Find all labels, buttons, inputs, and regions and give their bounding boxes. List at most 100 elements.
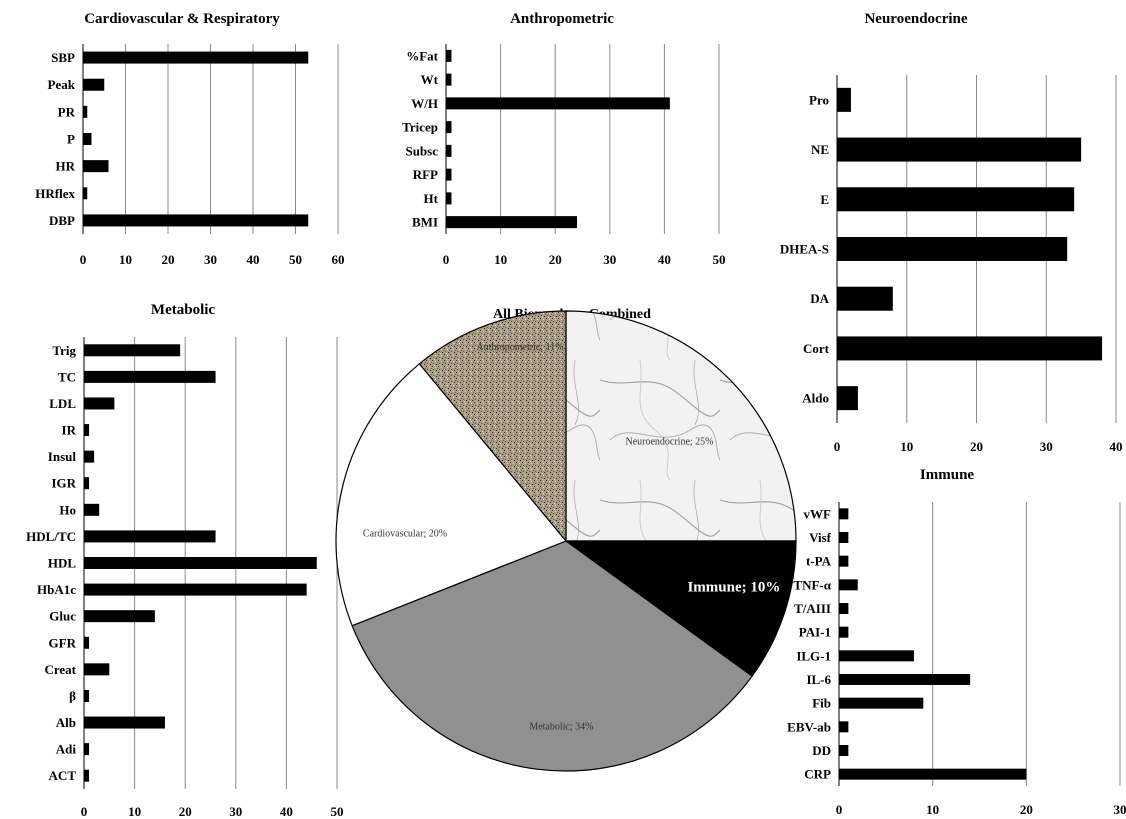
immune-title: Immune bbox=[920, 467, 975, 483]
immune-category-label: T/AIII bbox=[794, 601, 831, 616]
neuro-tick-label: 0 bbox=[834, 439, 841, 454]
metabolic-category-label: Insul bbox=[48, 449, 77, 464]
metabolic-category-label: LDL bbox=[49, 396, 76, 411]
pie-slice bbox=[418, 310, 567, 543]
cardio-bar bbox=[83, 78, 105, 91]
pie-slice-label: Cardiovascular; 20% bbox=[363, 528, 447, 539]
metabolic-bar bbox=[84, 663, 110, 676]
metabolic-category-label: Trig bbox=[52, 343, 76, 358]
immune-tick-label: 0 bbox=[836, 802, 843, 817]
immune-bar bbox=[839, 603, 849, 614]
metabolic-bar bbox=[84, 344, 181, 357]
neuro-bar bbox=[837, 336, 1103, 361]
cardio-tick-label: 10 bbox=[119, 252, 132, 267]
immune-bar bbox=[839, 697, 924, 709]
neuro-tick-label: 10 bbox=[900, 439, 913, 454]
neuro-bar bbox=[837, 137, 1082, 162]
anthro-category-label: BMI bbox=[412, 215, 438, 230]
immune-chart: Immune 0 10 20 30 vWF Visf t-PA TNF-α T/AIII PAI-1… bbox=[787, 467, 1126, 817]
metabolic-bar bbox=[84, 397, 115, 410]
metabolic-category-label: Alb bbox=[56, 715, 76, 730]
anthro-category-label: Tricep bbox=[402, 120, 438, 135]
neuro-category-label: E bbox=[820, 192, 829, 207]
cardio-category-label: P bbox=[67, 132, 75, 147]
metabolic-tick-label: 10 bbox=[128, 804, 141, 819]
cardio-tick-label: 0 bbox=[80, 252, 87, 267]
metabolic-category-label: ACT bbox=[49, 768, 77, 783]
immune-bar bbox=[839, 626, 849, 638]
immune-category-label: PAI-1 bbox=[799, 625, 831, 640]
cardio-category-label: Peak bbox=[48, 77, 76, 92]
immune-category-label: EBV-ab bbox=[787, 719, 831, 734]
metabolic-tick-label: 40 bbox=[280, 804, 293, 819]
anthro-bar bbox=[446, 144, 452, 157]
neuro-tick-label: 30 bbox=[1040, 439, 1053, 454]
anthro-bar bbox=[446, 97, 670, 110]
metabolic-bar bbox=[84, 689, 90, 702]
immune-bar bbox=[839, 745, 849, 756]
immune-bar bbox=[839, 650, 914, 662]
cardio-category-label: SBP bbox=[51, 50, 75, 65]
metabolic-tick-label: 20 bbox=[179, 804, 192, 819]
pie-slice bbox=[351, 540, 753, 772]
cardio-tick-label: 50 bbox=[289, 252, 302, 267]
cardio-tick-label: 20 bbox=[162, 252, 175, 267]
neuro-category-label: Cort bbox=[803, 341, 830, 356]
anthro-tick-label: 50 bbox=[713, 252, 726, 267]
anthro-category-label: RFP bbox=[413, 167, 438, 182]
anthro-tick-label: 40 bbox=[658, 252, 671, 267]
cardio-bar bbox=[83, 105, 88, 118]
metabolic-tick-label: 50 bbox=[331, 804, 344, 819]
anthro-chart: Anthropometric 0 10 20 30 40 50 %Fat Wt W/H Tricep… bbox=[402, 11, 725, 267]
immune-bar bbox=[839, 579, 858, 591]
cardio-title: Cardiovascular & Respiratory bbox=[84, 11, 280, 27]
metabolic-bar bbox=[84, 530, 216, 543]
metabolic-category-label: IGR bbox=[51, 476, 76, 491]
pie-slice bbox=[565, 310, 797, 542]
metabolic-category-label: GFR bbox=[49, 635, 77, 650]
immune-category-label: IL-6 bbox=[806, 672, 831, 687]
metabolic-bar bbox=[84, 370, 216, 383]
neuro-title: Neuroendocrine bbox=[864, 11, 967, 27]
anthro-category-label: %Fat bbox=[406, 48, 438, 63]
metabolic-category-label: Adi bbox=[56, 742, 77, 757]
anthro-tick-label: 0 bbox=[443, 252, 450, 267]
pie-slice bbox=[564, 540, 797, 678]
pie-slice-label: Immune; 10% bbox=[687, 580, 780, 596]
cardio-category-label: PR bbox=[58, 104, 76, 119]
metabolic-category-label: TC bbox=[58, 369, 76, 384]
anthro-bar bbox=[446, 121, 452, 134]
anthro-category-label: Ht bbox=[424, 191, 439, 206]
immune-category-label: CRP bbox=[804, 767, 831, 782]
immune-category-label: t-PA bbox=[806, 554, 832, 569]
cardio-chart: Cardiovascular & Respiratory 0 10 20 30 40 50 6… bbox=[35, 11, 344, 267]
metabolic-bar bbox=[84, 583, 307, 596]
anthro-category-label: Subsc bbox=[405, 143, 438, 158]
neuro-bar bbox=[837, 286, 893, 311]
metabolic-category-label: HbA1c bbox=[37, 582, 76, 597]
anthro-tick-label: 20 bbox=[549, 252, 562, 267]
cardio-bar bbox=[83, 133, 92, 145]
metabolic-tick-label: 0 bbox=[81, 804, 88, 819]
metabolic-category-label: Gluc bbox=[49, 609, 76, 624]
metabolic-category-label: HDL/TC bbox=[26, 529, 76, 544]
cardio-category-label: DBP bbox=[49, 213, 75, 228]
cardio-bar bbox=[83, 160, 109, 173]
pie-slice-label: Anthropometric; 11% bbox=[476, 342, 563, 353]
metabolic-bar bbox=[84, 636, 90, 649]
cardio-tick-label: 60 bbox=[332, 252, 345, 267]
neuro-category-label: Pro bbox=[809, 92, 829, 107]
immune-category-label: DD bbox=[812, 743, 831, 758]
anthro-category-label: W/H bbox=[411, 96, 438, 111]
neuro-category-label: NE bbox=[811, 142, 829, 157]
metabolic-bar bbox=[84, 503, 100, 516]
immune-category-label: ILG-1 bbox=[796, 648, 831, 663]
neuro-bar bbox=[837, 386, 858, 411]
anthro-bar bbox=[446, 168, 452, 181]
immune-tick-label: 20 bbox=[1020, 802, 1033, 817]
pie-slice-label: Metabolic; 34% bbox=[529, 722, 593, 733]
metabolic-bar bbox=[84, 716, 165, 729]
immune-category-label: vWF bbox=[804, 506, 832, 521]
